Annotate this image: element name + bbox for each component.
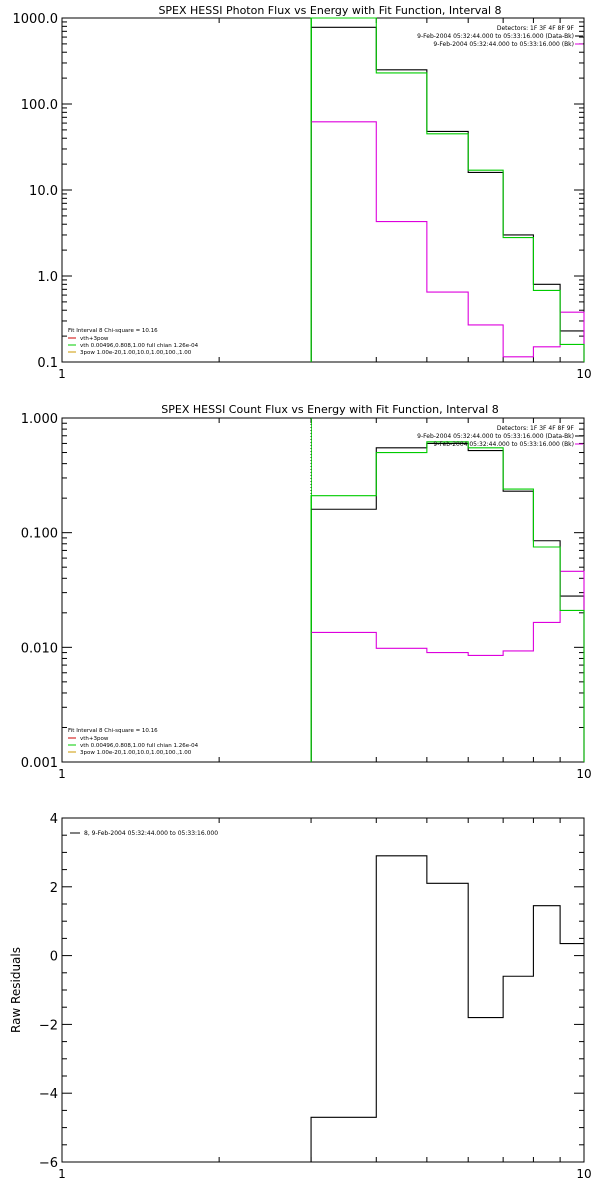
y-tick-label: 0.010: [21, 641, 58, 656]
photon-legend-bk: 9-Feb-2004 05:32:44.000 to 05:33:16.000 …: [433, 41, 574, 48]
photon-flux-series: [310, 17, 585, 362]
count-flux-legend-top: Detectors: 1F 3F 4F 8F 9F 9-Feb-2004 05:…: [417, 425, 583, 448]
photon-flux-legend-top: Detectors: 1F 3F 4F 8F 9F 9-Feb-2004 05:…: [417, 25, 583, 48]
count-fit-chi: Fit Interval 8 Chi-square = 10.16: [68, 728, 158, 734]
y-tick-label: −6: [39, 1156, 58, 1171]
y-tick-label: 0: [50, 950, 58, 965]
residuals-panel: Raw Residuals 1 10 −6 −4 −2 0 2 4 8, 9-Feb-2004…: [9, 812, 592, 1181]
count-flux-legend-bottom: Fit Interval 8 Chi-square = 10.16 vth+3p…: [68, 728, 199, 756]
photon-fit-vth: vth 0.00496,0.808,1.00 full chian 1.26e-…: [80, 343, 199, 349]
x-tick-label: 1: [58, 367, 66, 381]
y-tick-label: 10.0: [29, 184, 58, 199]
count-fit-vth: vth 0.00496,0.808,1.00 full chian 1.26e-…: [80, 743, 199, 749]
x-tick-label: 10: [576, 1167, 591, 1181]
series-line-2: [310, 441, 585, 762]
x-tick-label: 1: [58, 1167, 66, 1181]
photon-legend-data-bk: 9-Feb-2004 05:32:44.000 to 05:33:16.000 …: [417, 33, 574, 40]
photon-flux-panel: SPEX HESSI Photon Flux vs Energy with Fi…: [13, 4, 592, 381]
photon-fit-chi: Fit Interval 8 Chi-square = 10.16: [68, 328, 158, 334]
photon-legend-detectors: Detectors: 1F 3F 4F 8F 9F: [497, 25, 575, 32]
y-tick-label: 1000.0: [13, 12, 59, 27]
x-tick-label: 10: [576, 767, 591, 781]
residuals-ylabel: Raw Residuals: [9, 947, 23, 1033]
count-fit-3pow: 3pow 1.00e-20,1.00,10.0,1.00,100.,1.00: [80, 750, 192, 756]
y-tick-label: 100.0: [21, 98, 58, 113]
series-line-0: [310, 855, 584, 1162]
count-legend-detectors: Detectors: 1F 3F 4F 8F 9F: [497, 425, 575, 432]
y-tick-label: −2: [39, 1018, 58, 1033]
x-tick-label: 10: [576, 367, 591, 381]
y-tick-label: 0.1: [37, 356, 58, 371]
y-tick-label: 1.0: [37, 270, 58, 285]
residuals-legend: 8, 9-Feb-2004 05:32:44.000 to 05:33:16.0…: [84, 830, 218, 837]
photon-fit-vth3pow: vth+3pow: [80, 336, 109, 342]
count-fit-vth3pow: vth+3pow: [80, 736, 109, 742]
y-tick-label: 2: [50, 881, 58, 896]
y-tick-label: −4: [39, 1087, 58, 1102]
count-flux-series: [310, 418, 585, 762]
photon-flux-title: SPEX HESSI Photon Flux vs Energy with Fi…: [158, 4, 501, 17]
residuals-series: [310, 855, 584, 1162]
count-legend-data-bk: 9-Feb-2004 05:32:44.000 to 05:33:16.000 …: [417, 433, 574, 440]
count-flux-axes: 1 10 0.001 0.010 0.100 1.000: [21, 412, 592, 781]
x-tick-label: 1: [58, 767, 66, 781]
y-tick-label: 1.000: [21, 412, 58, 427]
photon-fit-3pow: 3pow 1.00e-20,1.00,10.0,1.00,100.,1.00: [80, 350, 192, 356]
y-tick-label: 4: [50, 812, 58, 827]
count-legend-bk: 9-Feb-2004 05:32:44.000 to 05:33:16.000 …: [433, 441, 574, 448]
count-flux-title: SPEX HESSI Count Flux vs Energy with Fit…: [161, 403, 498, 416]
y-tick-label: 0.100: [21, 527, 58, 542]
photon-flux-legend-bottom: Fit Interval 8 Chi-square = 10.16 vth+3p…: [68, 328, 199, 356]
count-flux-panel: SPEX HESSI Count Flux vs Energy with Fit…: [21, 403, 592, 781]
residuals-axes: 1 10 −6 −4 −2 0 2 4: [39, 812, 592, 1181]
series-line-2: [310, 17, 585, 362]
y-tick-label: 0.001: [21, 756, 58, 771]
